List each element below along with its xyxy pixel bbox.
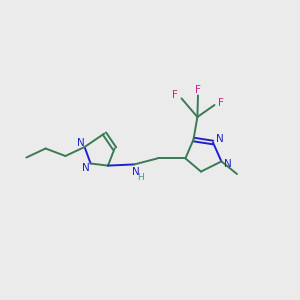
Text: F: F	[172, 90, 178, 100]
Text: N: N	[82, 163, 90, 173]
Text: N: N	[216, 134, 224, 145]
Text: F: F	[218, 98, 224, 108]
Text: N: N	[224, 159, 232, 169]
Text: F: F	[195, 85, 201, 95]
Text: H: H	[138, 173, 144, 182]
Text: N: N	[76, 138, 84, 148]
Text: N: N	[132, 167, 140, 177]
